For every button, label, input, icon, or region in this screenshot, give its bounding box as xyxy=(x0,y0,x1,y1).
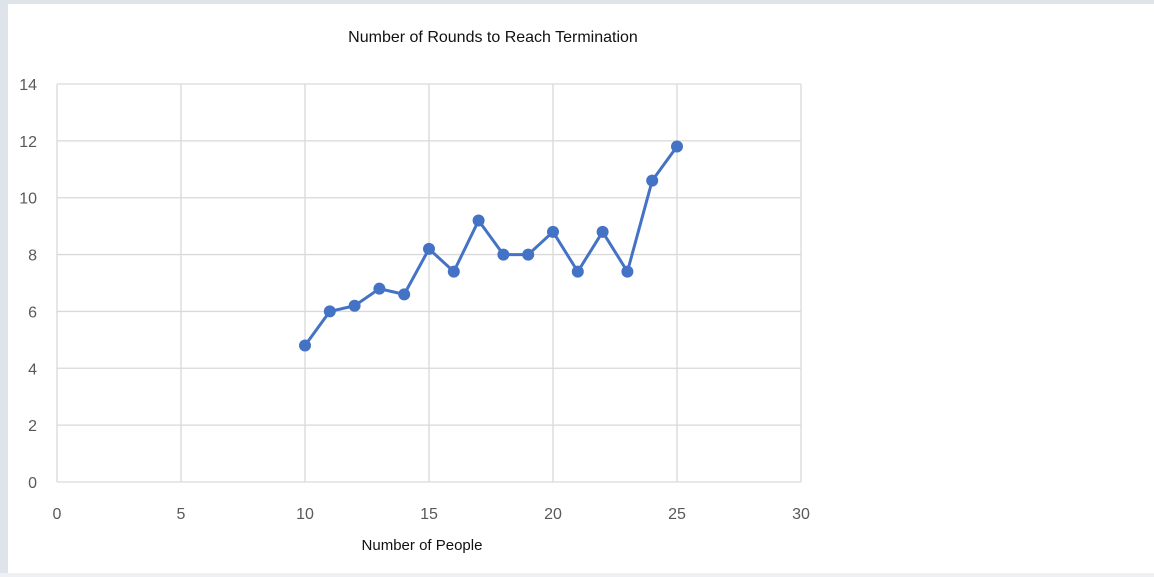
data-point-x22 xyxy=(596,225,609,238)
y-tick-label-0: 0 xyxy=(28,475,37,492)
gridlines xyxy=(56,83,802,483)
y-tick-label-2: 2 xyxy=(28,418,37,435)
data-point-x25 xyxy=(671,140,683,153)
data-point-x20 xyxy=(547,225,559,238)
x-tick-label-0: 0 xyxy=(53,506,62,523)
y-tick-label-8: 8 xyxy=(28,248,37,265)
x-tick-label-30: 30 xyxy=(792,506,810,523)
frame-edge-bottom xyxy=(0,573,1154,577)
data-point-x21 xyxy=(571,265,584,278)
data-point-x17 xyxy=(472,214,485,227)
data-point-x14 xyxy=(398,288,411,301)
data-point-x15 xyxy=(423,242,435,255)
x-axis-title: Number of People xyxy=(362,537,483,554)
y-tick-label-14: 14 xyxy=(19,77,37,94)
series-line-0 xyxy=(303,145,679,348)
frame-edge-top xyxy=(0,0,1154,4)
x-tick-label-15: 15 xyxy=(420,506,438,523)
y-tick-label-10: 10 xyxy=(19,191,37,208)
series-plot xyxy=(299,140,683,352)
x-tick-label-10: 10 xyxy=(296,506,314,523)
x-tick-label-5: 5 xyxy=(177,506,186,523)
data-point-x18 xyxy=(497,248,510,261)
x-tick-label-20: 20 xyxy=(544,506,562,523)
data-point-x10 xyxy=(299,339,311,352)
data-point-x23 xyxy=(621,265,634,278)
y-tick-label-12: 12 xyxy=(19,134,37,151)
data-point-x12 xyxy=(348,299,361,312)
data-point-x24 xyxy=(646,174,659,187)
frame-edge-left xyxy=(0,0,8,577)
data-point-x19 xyxy=(522,248,535,261)
y-tick-label-4: 4 xyxy=(28,361,37,378)
y-tick-label-6: 6 xyxy=(28,304,37,321)
x-tick-label-25: 25 xyxy=(668,506,686,523)
tick-labels: 0 2 4 6 8 10 12 14 0 5 10 15 20 25 30 xyxy=(19,77,810,523)
data-point-x16 xyxy=(447,265,460,278)
data-point-x13 xyxy=(373,282,386,295)
chart-title: Number of Rounds to Reach Termination xyxy=(348,29,638,46)
data-point-x11 xyxy=(323,305,336,318)
